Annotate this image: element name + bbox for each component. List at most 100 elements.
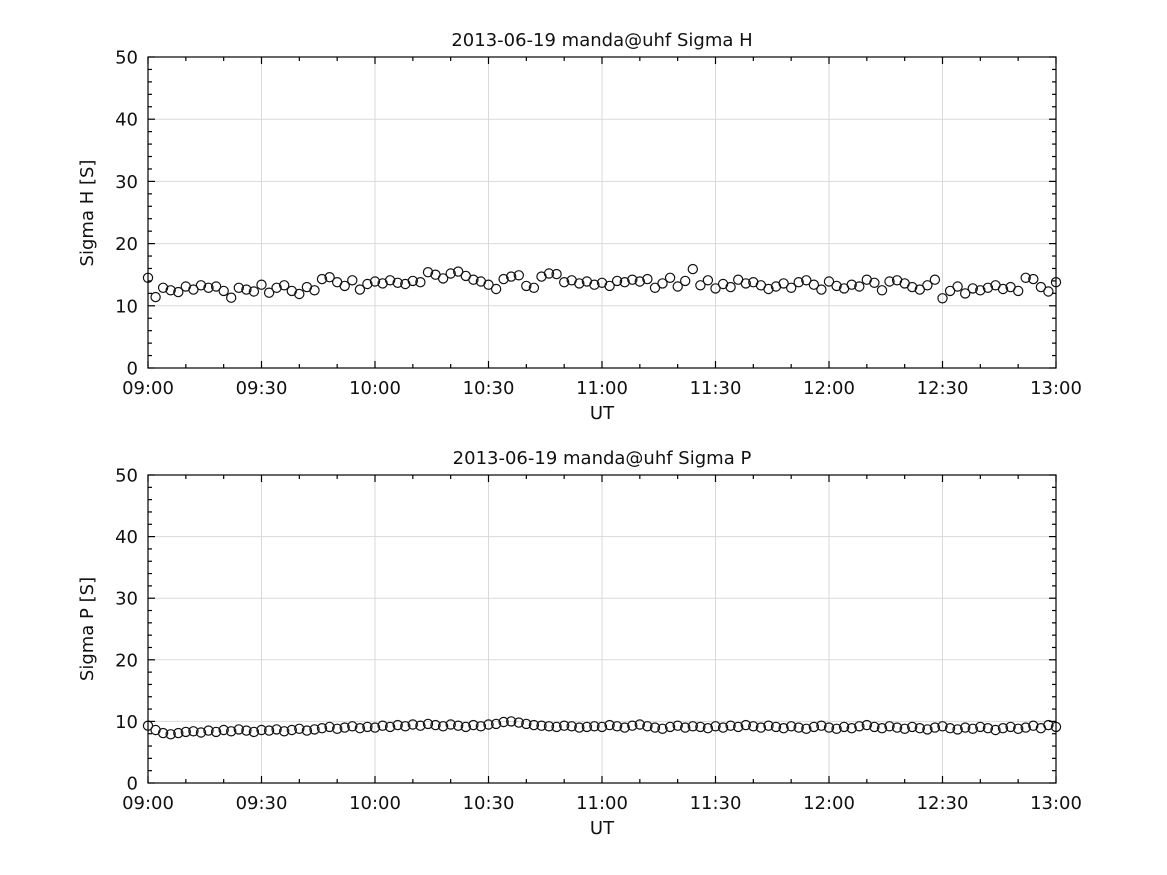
data-point-marker — [914, 284, 926, 295]
data-point-marker — [846, 723, 857, 734]
data-point-marker — [1043, 719, 1054, 731]
data-point-marker — [165, 285, 176, 296]
data-point-marker — [649, 282, 661, 293]
data-point-marker — [876, 723, 888, 734]
data-point-marker — [528, 719, 540, 731]
data-point-marker — [664, 272, 676, 283]
x-tick-label: 09:30 — [236, 378, 288, 399]
x-tick-label: 10:00 — [349, 378, 401, 399]
data-point-marker — [309, 285, 320, 296]
data-point-marker — [203, 282, 214, 293]
data-point-marker — [1043, 286, 1054, 297]
data-point-marker — [967, 283, 979, 294]
x-tick-label: 12:30 — [917, 793, 969, 814]
x-tick-label: 11:30 — [690, 378, 742, 399]
data-point-marker — [173, 727, 184, 739]
data-point-marker — [339, 280, 350, 292]
data-point-marker — [627, 720, 638, 731]
data-point-marker — [649, 722, 661, 733]
data-point-marker — [619, 277, 630, 288]
data-point-marker — [710, 721, 721, 732]
data-point-marker — [967, 723, 979, 735]
data-point-marker — [407, 719, 418, 730]
data-point-marker — [362, 278, 373, 290]
data-point-marker — [876, 285, 888, 296]
data-point-marker — [611, 721, 623, 732]
data-point-marker — [233, 282, 244, 293]
x-tick-label: 11:00 — [576, 378, 628, 399]
data-point-marker — [286, 724, 297, 736]
data-point-marker — [740, 719, 752, 731]
data-point-marker — [369, 276, 381, 287]
data-point-marker — [1028, 720, 1039, 731]
x-tick-label: 09:00 — [122, 793, 174, 814]
data-point-marker — [869, 277, 880, 288]
data-point-marker — [294, 723, 305, 735]
data-point-marker — [695, 280, 706, 291]
data-point-marker — [415, 277, 426, 288]
data-point-marker — [604, 280, 615, 292]
sigma-p-x-axis-label: UT — [590, 818, 615, 839]
data-point-marker — [1005, 721, 1016, 733]
data-point-marker — [301, 725, 313, 736]
data-point-marker — [400, 721, 411, 732]
data-point-marker — [657, 723, 668, 735]
data-point-marker — [929, 274, 941, 285]
data-point-marker — [1013, 285, 1024, 297]
x-tick-label: 13:00 — [1030, 793, 1082, 814]
data-point-marker — [801, 275, 812, 286]
data-point-marker — [695, 721, 706, 733]
sigma-h-plot: 09:00 09:30 10:00 10:30 11:00 11:30 12:00 12:30… — [115, 48, 1082, 400]
data-point-marker — [1020, 272, 1031, 283]
data-point-marker — [377, 720, 388, 731]
data-point-marker — [256, 279, 267, 290]
data-point-marker — [157, 727, 169, 739]
data-point-marker — [271, 282, 282, 293]
data-point-marker — [490, 283, 502, 295]
data-point-marker — [997, 723, 1009, 734]
data-point-marker — [952, 281, 963, 292]
data-point-marker — [574, 278, 585, 289]
data-point-marker — [233, 724, 244, 735]
data-point-marker — [180, 726, 191, 738]
data-point-marker — [937, 721, 948, 732]
x-tick-label: 11:00 — [576, 793, 628, 814]
data-point-marker — [422, 267, 434, 278]
data-point-marker — [468, 719, 479, 731]
data-point-marker — [460, 721, 471, 733]
data-point-marker — [521, 718, 532, 730]
data-point-marker — [793, 277, 804, 288]
data-point-marker — [778, 278, 789, 289]
data-point-marker — [157, 282, 169, 293]
y-tick-label: 20 — [115, 234, 138, 255]
data-point-marker — [225, 726, 237, 737]
data-point-marker — [369, 722, 381, 733]
data-point-marker — [543, 268, 555, 279]
sigma-p-plot: 09:00 09:30 10:00 10:30 11:00 11:30 12:00 12:30… — [115, 466, 1082, 815]
data-point-marker — [271, 724, 282, 735]
data-point-marker — [763, 283, 774, 295]
data-point-marker — [384, 721, 396, 733]
data-point-marker — [574, 722, 585, 733]
data-point-marker — [256, 724, 267, 736]
data-point-marker — [846, 279, 857, 290]
data-point-marker — [907, 281, 918, 293]
data-point-marker — [316, 723, 328, 734]
data-point-marker — [717, 722, 729, 733]
data-point-marker — [929, 722, 941, 733]
data-point-marker — [642, 721, 653, 732]
data-point-marker — [861, 719, 873, 731]
data-point-marker — [309, 724, 320, 735]
data-point-marker — [437, 273, 449, 284]
y-tick-label: 30 — [115, 172, 138, 193]
data-point-marker — [210, 726, 222, 738]
data-point-marker — [823, 722, 835, 733]
data-point-marker — [854, 721, 865, 732]
data-point-marker — [680, 275, 691, 287]
data-point-marker — [551, 268, 562, 280]
data-point-marker — [687, 263, 699, 275]
x-tick-label: 09:30 — [236, 793, 288, 814]
data-point-marker — [801, 723, 812, 735]
data-point-marker — [241, 284, 252, 295]
data-point-marker — [778, 723, 789, 734]
